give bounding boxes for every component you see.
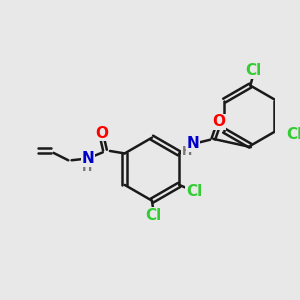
Text: O: O — [95, 126, 108, 141]
Text: Cl: Cl — [186, 184, 202, 199]
Text: N: N — [82, 152, 94, 166]
Text: Cl: Cl — [286, 127, 300, 142]
Text: H: H — [182, 145, 192, 158]
Text: Cl: Cl — [145, 208, 161, 223]
Text: Cl: Cl — [245, 63, 261, 78]
Text: N: N — [187, 136, 199, 151]
Text: O: O — [212, 114, 225, 129]
Text: H: H — [81, 161, 92, 174]
